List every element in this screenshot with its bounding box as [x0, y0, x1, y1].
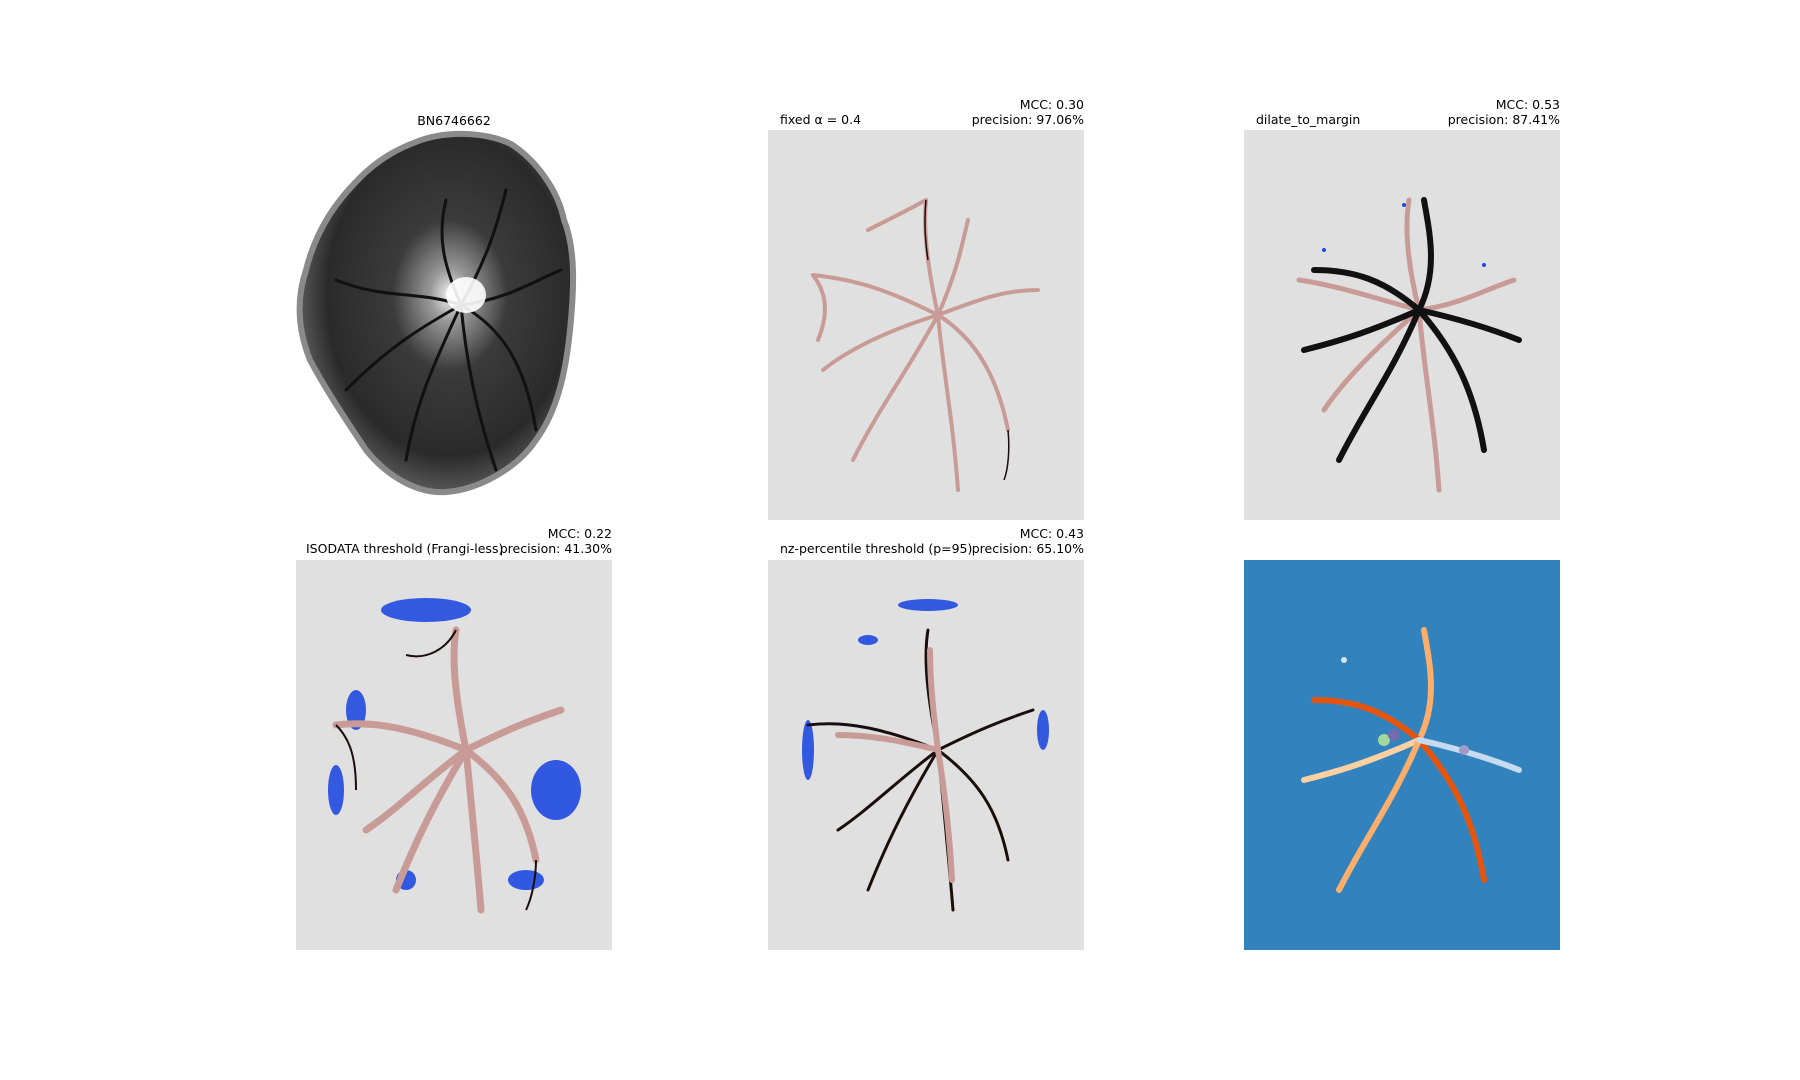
- mcc-score: MCC: 0.30: [1019, 97, 1084, 112]
- panel-labels: [1244, 525, 1560, 950]
- panel-nzpct: MCC: 0.43 nz-percentile threshold (p=95)…: [768, 525, 1084, 950]
- precision-score: precision: 41.30%: [499, 541, 612, 556]
- label-map: [1244, 560, 1560, 950]
- precision-score: precision: 87.41%: [1447, 112, 1560, 127]
- vessel-segmentation-overlay: [1244, 130, 1560, 520]
- panel-title: nz-percentile threshold (p=95): [780, 541, 973, 556]
- vessel-segmentation-overlay: [768, 560, 1084, 950]
- panel-title: dilate_to_margin: [1256, 112, 1361, 127]
- mcc-score: MCC: 0.22: [547, 526, 612, 541]
- fundus-image: [296, 130, 612, 520]
- panel-raw: BN6746662: [296, 110, 612, 520]
- precision-score: precision: 97.06%: [971, 112, 1084, 127]
- panel-isodata: MCC: 0.22 ISODATA threshold (Frangi-less…: [296, 525, 612, 950]
- panel-title: BN6746662: [417, 113, 491, 128]
- precision-score: precision: 65.10%: [971, 541, 1084, 556]
- panel-fixed: MCC: 0.30 fixed α = 0.4 precision: 97.06…: [768, 96, 1084, 520]
- panel-dilate: MCC: 0.53 dilate_to_margin precision: 87…: [1244, 96, 1560, 520]
- mcc-score: MCC: 0.43: [1019, 526, 1084, 541]
- vessel-segmentation-overlay: [296, 560, 612, 950]
- panel-title: fixed α = 0.4: [780, 112, 862, 127]
- panel-title: ISODATA threshold (Frangi-less): [306, 541, 504, 556]
- vessel-segmentation-overlay: [768, 130, 1084, 520]
- mcc-score: MCC: 0.53: [1495, 97, 1560, 112]
